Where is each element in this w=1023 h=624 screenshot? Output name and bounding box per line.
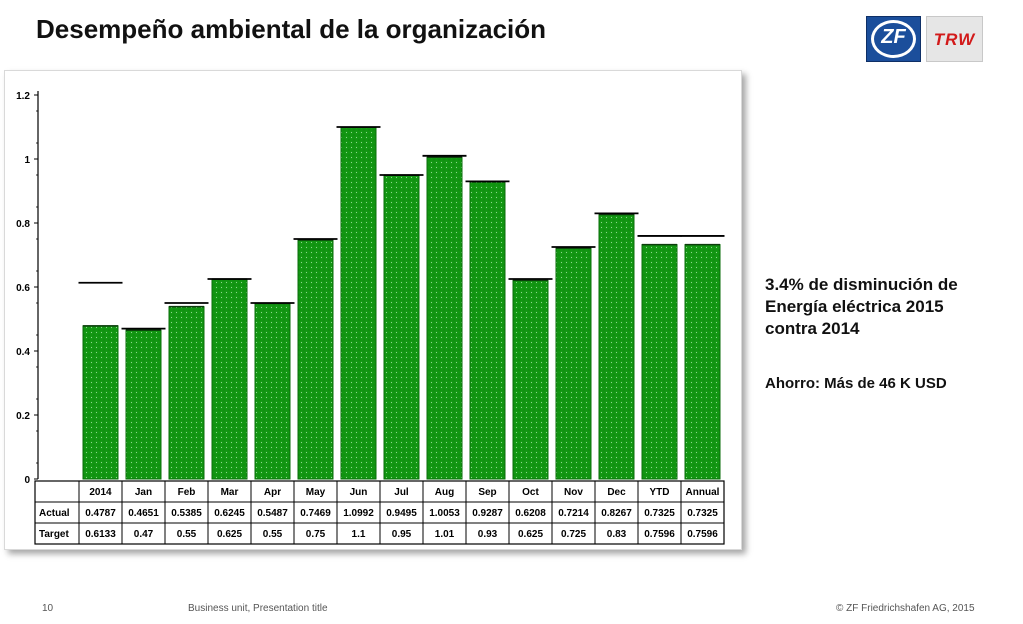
- energy-bar-chart: 0 0.2 0.4 0.6 0.8 1 1.2 2014 Jan Feb Mar Apr May Jun…: [16, 91, 725, 545]
- bar-actual-apr: [254, 302, 291, 480]
- x-tick-label-2014: 2014: [89, 487, 112, 498]
- table-cell-actual-oct: 0.6208: [515, 508, 546, 519]
- table-cell-target-dec: 0.83: [607, 529, 627, 540]
- bar-actual-mar: [211, 278, 248, 480]
- bar-actual-jan: [125, 329, 162, 480]
- table-cell-actual-dec: 0.8267: [601, 508, 632, 519]
- table-cell-target-nov: 0.725: [561, 529, 586, 540]
- x-tick-label-mar: Mar: [221, 487, 239, 498]
- table-cell-target-oct: 0.625: [518, 529, 543, 540]
- table-cell-target-feb: 0.55: [177, 529, 197, 540]
- table-cell-target-2014: 0.6133: [85, 529, 116, 540]
- bar-actual-may: [297, 239, 334, 480]
- x-tick-label-jul: Jul: [394, 487, 409, 498]
- table-cell-target-ytd: 0.7596: [644, 529, 675, 540]
- table-cell-actual-annual: 0.7325: [687, 508, 718, 519]
- bar-actual-annual: [684, 244, 721, 480]
- bar-actual-ytd: [641, 244, 678, 480]
- x-tick-label-aug: Aug: [435, 487, 454, 498]
- bar-actual-jul: [383, 174, 420, 480]
- table-cell-actual-apr: 0.5487: [257, 508, 288, 519]
- y-tick-label-6: 1.2: [16, 91, 30, 102]
- x-tick-label-oct: Oct: [522, 487, 539, 498]
- x-tick-label-dec: Dec: [607, 487, 626, 498]
- table-cell-target-apr: 0.55: [263, 529, 283, 540]
- savings-note: Ahorro: Más de 46 K USD: [765, 375, 947, 392]
- bar-actual-nov: [555, 247, 592, 480]
- y-tick-label-5: 1: [24, 155, 30, 166]
- table-cell-target-jan: 0.47: [134, 529, 154, 540]
- trw-logo-text: TRW: [933, 30, 976, 49]
- bar-actual-dec: [598, 213, 635, 480]
- bar-actual-sep: [469, 181, 506, 480]
- x-tick-label-ytd: YTD: [650, 487, 670, 498]
- y-tick-label-4: 0.8: [16, 219, 30, 230]
- table-cell-actual-2014: 0.4787: [85, 508, 116, 519]
- footer-copyright: © ZF Friedrichshafen AG, 2015: [836, 603, 975, 614]
- bar-actual-aug: [426, 156, 463, 480]
- table-cell-actual-ytd: 0.7325: [644, 508, 675, 519]
- note-line-3: contra 2014: [765, 319, 860, 338]
- trw-logo: TRW: [926, 16, 983, 62]
- chart-frame: 0 0.2 0.4 0.6 0.8 1 1.2 2014 Jan Feb Mar Apr May Jun…: [4, 70, 742, 550]
- x-tick-label-nov: Nov: [564, 487, 583, 498]
- note-line-1: 3.4% de disminución de: [765, 275, 958, 294]
- x-tick-label-apr: Apr: [264, 487, 281, 498]
- bar-actual-2014: [82, 325, 119, 480]
- bar-actual-jun: [340, 126, 377, 480]
- y-tick-label-1: 0.2: [16, 411, 30, 422]
- table-row-label-actual: Actual: [39, 508, 70, 519]
- zf-logo-ring-icon: [871, 20, 916, 58]
- table-row-label-target: Target: [39, 529, 69, 540]
- table-cell-target-jun: 1.1: [352, 529, 366, 540]
- x-tick-label-jan: Jan: [135, 487, 152, 498]
- table-cell-actual-jun: 1.0992: [343, 508, 374, 519]
- zf-logo: ZF: [866, 16, 921, 62]
- x-tick-label-jun: Jun: [350, 487, 368, 498]
- table-cell-target-mar: 0.625: [217, 529, 242, 540]
- table-cell-actual-mar: 0.6245: [214, 508, 245, 519]
- page-title: Desempeño ambiental de la organización: [36, 14, 547, 44]
- page-number: 10: [42, 603, 54, 614]
- bar-actual-oct: [512, 279, 549, 480]
- table-cell-target-sep: 0.93: [478, 529, 498, 540]
- zf-logo-text: ZF: [881, 26, 906, 48]
- bar-actual-feb: [168, 306, 205, 480]
- x-tick-label-sep: Sep: [478, 487, 496, 498]
- table-cell-target-annual: 0.7596: [687, 529, 718, 540]
- table-cell-actual-may: 0.7469: [300, 508, 331, 519]
- note-line-2: Energía eléctrica 2015: [765, 297, 944, 316]
- table-cell-actual-feb: 0.5385: [171, 508, 202, 519]
- x-tick-label-may: May: [306, 487, 326, 498]
- table-cell-target-jul: 0.95: [392, 529, 412, 540]
- table-cell-actual-jul: 0.9495: [386, 508, 417, 519]
- x-tick-label-feb: Feb: [178, 487, 196, 498]
- footer-unit: Business unit, Presentation title: [188, 603, 328, 614]
- table-cell-actual-jan: 0.4651: [128, 508, 159, 519]
- table-cell-target-aug: 1.01: [435, 529, 455, 540]
- x-tick-label-annual: Annual: [686, 487, 720, 498]
- table-cell-actual-nov: 0.7214: [558, 508, 589, 519]
- table-cell-target-may: 0.75: [306, 529, 326, 540]
- y-tick-label-3: 0.6: [16, 283, 30, 294]
- table-cell-actual-aug: 1.0053: [429, 508, 460, 519]
- table-cell-actual-sep: 0.9287: [472, 508, 503, 519]
- energy-reduction-note: 3.4% de disminución de Energía eléctrica…: [765, 274, 1015, 340]
- y-tick-label-2: 0.4: [16, 347, 30, 358]
- y-tick-label-0: 0: [24, 475, 30, 486]
